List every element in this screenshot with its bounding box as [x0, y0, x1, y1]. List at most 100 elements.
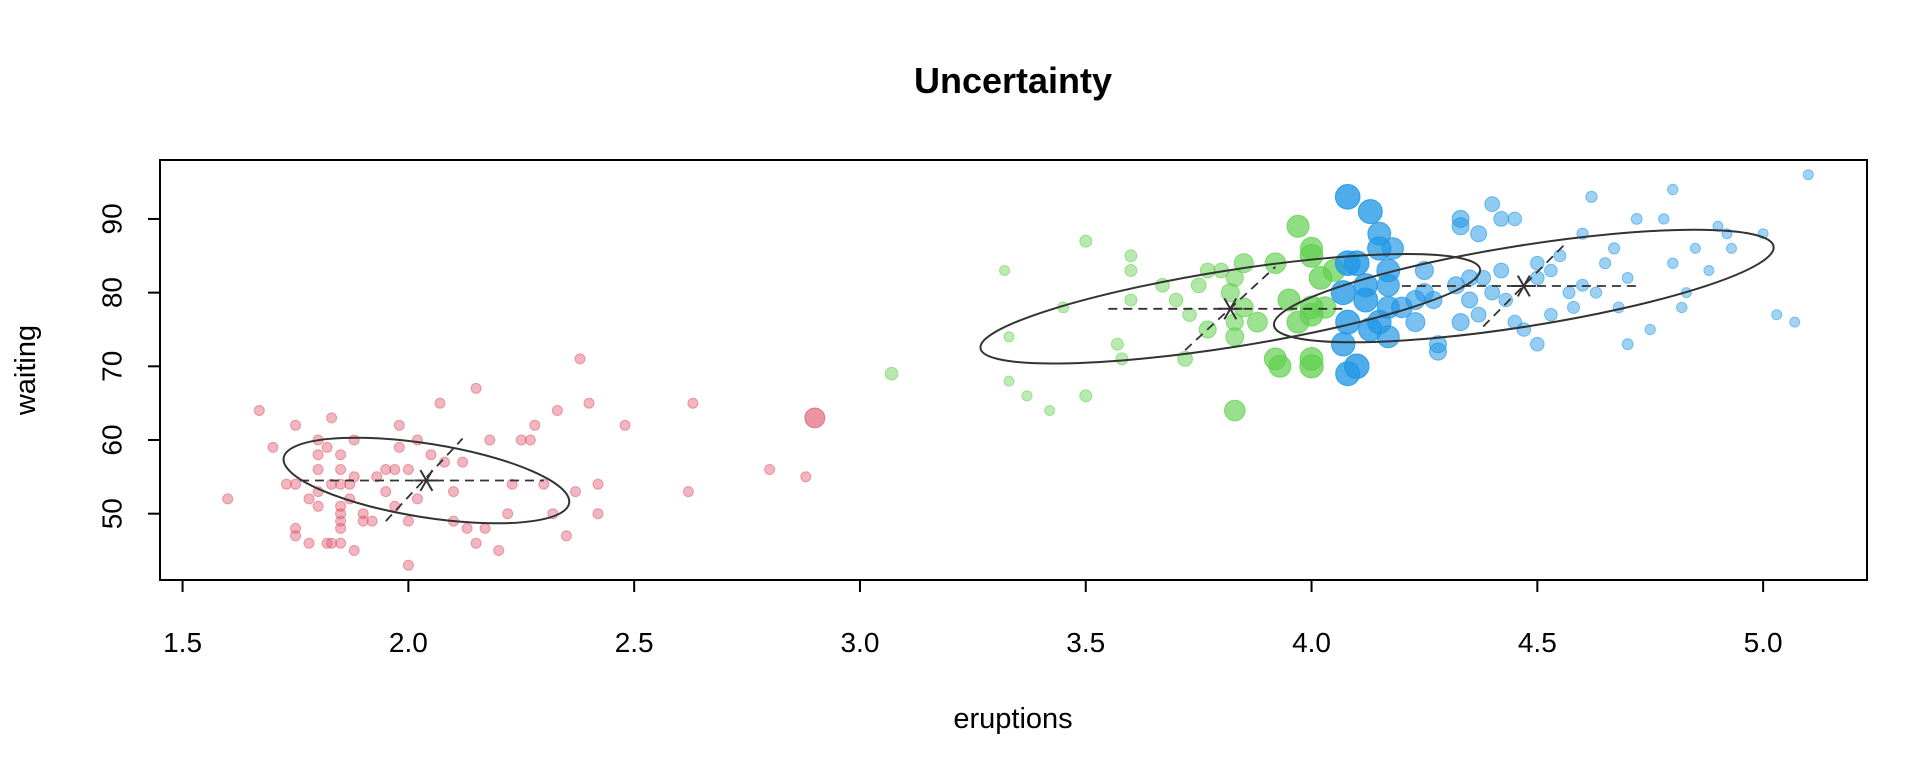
point-cluster3 [1330, 280, 1356, 306]
point-cluster2 [1044, 405, 1056, 416]
point-cluster1 [515, 434, 527, 446]
point-cluster1 [402, 559, 414, 571]
point-cluster3 [1414, 261, 1434, 280]
x-tick-label: 4.0 [1292, 627, 1331, 658]
point-cluster1 [222, 493, 234, 505]
point-cluster1 [335, 464, 347, 475]
x-tick-label: 2.0 [389, 627, 428, 658]
point-cluster1 [425, 449, 437, 461]
point-cluster1 [326, 537, 338, 549]
y-tick-label: 90 [97, 203, 128, 234]
point-cluster2 [1079, 389, 1093, 403]
y-tick-label: 60 [97, 424, 128, 455]
point-cluster3 [1553, 249, 1567, 263]
point-cluster2 [1115, 352, 1129, 366]
point-cluster1 [538, 478, 550, 490]
point-cluster1 [457, 456, 469, 468]
point-cluster2 [1313, 296, 1337, 319]
point-cluster3 [1589, 286, 1603, 299]
point-cluster3 [1334, 184, 1361, 210]
point-cluster1 [290, 522, 301, 534]
point-cluster1 [687, 397, 699, 409]
point-cluster1 [470, 537, 482, 549]
cluster1-center-marker [414, 469, 439, 492]
point-cluster1 [335, 449, 347, 461]
point-cluster2 [1168, 292, 1184, 308]
point-cluster3 [1470, 225, 1488, 243]
point-cluster1 [335, 478, 347, 490]
point-cluster2 [884, 366, 899, 381]
point-cluster2 [1224, 399, 1246, 422]
cluster1-ellipse [282, 436, 571, 525]
x-tick-label: 3.0 [840, 627, 879, 658]
chart-title: Uncertainty [914, 60, 1112, 101]
point-cluster3 [1376, 273, 1400, 297]
point-cluster1 [312, 500, 324, 512]
point-cluster1 [326, 412, 338, 424]
point-cluster1 [389, 464, 401, 475]
point-cluster1 [764, 464, 776, 475]
point-cluster1 [493, 545, 505, 556]
y-tick-label: 70 [97, 351, 128, 382]
y-tick-label: 50 [96, 498, 127, 529]
point-cluster1 [303, 493, 315, 505]
point-cluster1 [393, 419, 405, 431]
point-cluster3 [1507, 211, 1523, 227]
point-cluster1 [470, 382, 482, 394]
point-cluster1 [524, 434, 536, 446]
point-cluster2 [1124, 293, 1138, 307]
point-cluster1 [570, 486, 581, 498]
point-cluster1 [380, 464, 392, 475]
point-cluster1 [312, 464, 324, 475]
point-cluster3 [1343, 353, 1370, 380]
point-cluster1 [619, 419, 631, 431]
point-cluster3 [1630, 213, 1643, 225]
point-cluster1 [393, 441, 405, 453]
cluster3-minor-axis [1482, 244, 1566, 328]
point-cluster1 [253, 405, 265, 416]
x-axis-label: eruptions [953, 703, 1072, 735]
cluster2-ellipse [979, 253, 1482, 365]
point-cluster3 [1621, 338, 1634, 351]
point-cluster1 [312, 449, 324, 461]
point-cluster3 [1644, 323, 1656, 336]
point-cluster1 [303, 537, 315, 549]
point-cluster1 [411, 434, 423, 446]
point-cluster3 [1562, 286, 1576, 300]
point-cluster1 [461, 522, 473, 534]
point-cluster3 [1712, 220, 1724, 232]
point-cluster3 [1475, 270, 1492, 286]
point-cluster3 [1484, 196, 1501, 213]
point-cluster3 [1689, 242, 1701, 254]
y-tick-label: 80 [97, 277, 128, 308]
point-cluster3 [1658, 213, 1670, 225]
point-cluster1 [290, 478, 301, 490]
point-cluster3 [1676, 301, 1688, 314]
point-cluster3 [1461, 291, 1479, 309]
point-cluster1 [484, 434, 496, 446]
point-cluster3 [1516, 322, 1532, 337]
point-cluster1 [357, 515, 369, 527]
point-cluster2 [1286, 214, 1310, 238]
point-cluster3 [1544, 263, 1558, 278]
point-cluster1 [290, 419, 301, 431]
point-cluster1 [366, 515, 378, 527]
point-cluster1 [335, 508, 347, 520]
point-cluster1 [348, 471, 360, 483]
point-cluster1 [371, 471, 383, 483]
point-cluster2 [1110, 337, 1124, 351]
point-cluster3 [1451, 217, 1470, 236]
point-cluster3 [1585, 190, 1598, 203]
point-cluster1 [389, 500, 401, 512]
cluster2-center-marker [1218, 297, 1243, 320]
point-cluster3 [1357, 199, 1383, 225]
point-cluster1 [335, 537, 347, 549]
x-tick-label: 3.5 [1066, 627, 1105, 658]
point-cluster3 [1493, 262, 1510, 279]
x-tick-label: 1.5 [163, 627, 202, 658]
point-cluster1 [529, 419, 541, 431]
point-cluster2 [1247, 311, 1268, 333]
x-tick-label: 2.5 [615, 627, 654, 658]
point-cluster3 [1530, 336, 1545, 352]
